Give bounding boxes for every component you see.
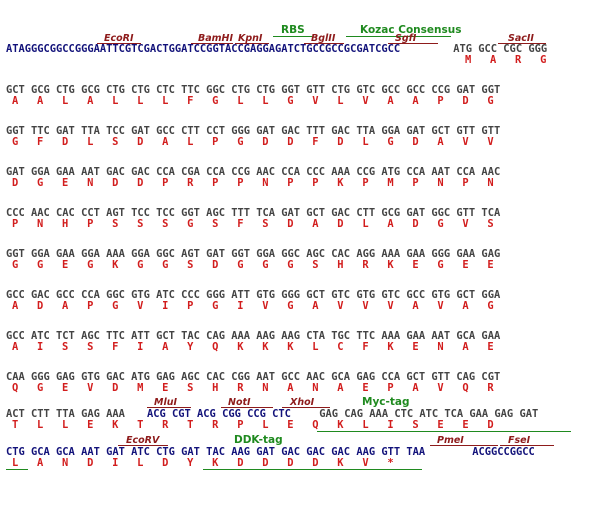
xhoi-site-label: XhoI [290,397,315,408]
dna-line-5: CCC AAC CAC CCT AGT TCC TCC GGT AGC TTT … [6,207,501,219]
kozac-label: Kozac Consensus [360,24,462,36]
mlui-site-marker [147,407,191,408]
aa-line-6: G G E G K G G S D G G G S H R K E G E E [12,259,494,271]
dna-line-1-codons: ATG GCC CGC GGG [447,43,548,55]
aa-line-11: L A N D I L D Y K D D D D K V * [12,457,394,469]
ecorv-site-label: EcoRV [126,435,160,446]
dna-line-10-mcs: ACG CGT ACG CGG CCG CTC [147,408,291,420]
fsei-site-label: FseI [508,435,531,446]
kozac-marker [346,36,451,37]
dna-line-10-end: GAG CAG AAA CTC ATC TCA GAA GAG GAT [313,408,539,420]
ddk-tag-label: DDK-tag [234,434,283,446]
ecori-site-label: EcoRI [104,33,134,44]
dna-line-2: GCT GCG CTG GCG CTG CTG CTC TTC GGC CTG … [6,84,501,96]
dna-line-10-start: ACT CTT TTA GAG AAA [6,408,132,420]
ddk-tag-underline [203,469,422,470]
dna-line-7: GCC GAC GCC CCA GGC GTG ATC CCC GGG ATT … [6,289,501,301]
kpni-site-marker [235,43,269,44]
aa-line-3: G F D L S D A L P G D D F D L G D A V V [12,136,494,148]
xhoi-site-marker [282,407,330,408]
rbs-label: RBS [281,24,305,36]
aa-line-7: A D A P G V I P G I V G A V V V A V A G [12,300,494,312]
ecorv-site-marker [118,445,168,446]
bamhi-site-marker [191,43,233,44]
dna-line-3: GGT TTC GAT TTA TCC GAT GCC CTT CCT GGG … [6,125,501,137]
noti-site-marker [221,407,273,408]
myc-tag-label: Myc-tag [362,396,410,408]
aa-line-4: D G E N D D P R P P N P P K P M P N P N [12,177,494,189]
aa-line-9: Q G E V D M E S H R N A N A E P A V Q R [12,382,494,394]
fsei-site-marker [500,445,554,446]
aa-line-5: P N H P S S S G S F S D A D L A D G V S [12,218,494,230]
kpni-site-label: KpnI [238,33,263,44]
sgfi-site-label: SgfI [395,33,417,44]
dna-line-1-leader: ATAGGGCGGCCGGGAATTCGTCGACTGGATCCGGTACCGA… [6,43,401,55]
bamhi-site-label: BamHI [198,33,234,44]
myc-tag-underline-continued [6,469,28,470]
aa-line-2: A A L A L L L F G L L G V L V A A P D G [12,95,494,107]
noti-site-label: NotI [228,397,251,408]
sgfi-site-marker [388,43,438,44]
dna-line-11-coding: CTG GCA GCA AAT GAT ATC CTG GAT TAC AAG … [6,446,426,458]
dna-line-11-trailer: ACGGCCGGCC [466,446,535,458]
sacii-site-label: SacII [508,33,534,44]
ecori-site-marker [97,43,141,44]
aa-line-1: M A R G [465,54,547,66]
dna-line-8: GCC ATC TCT AGC TTC ATT GCT TAC CAG AAA … [6,330,501,342]
dna-line-9: CAA GGG GAG GTG GAC ATG GAG AGC CAC CGG … [6,371,501,383]
rbs-marker [273,36,312,37]
pmei-site-label: PmeI [437,435,464,446]
bglii-site-label: BglII [311,33,336,44]
mlui-site-label: MluI [154,397,178,408]
dna-line-4: GAT GGA GAA AAT GAC GAC CCA CGA CCA CCG … [6,166,501,178]
myc-tag-underline [317,431,571,432]
pmei-site-marker [430,445,498,446]
aa-line-8: A I S S F I A Y Q K K K L C F K E N A E [12,341,494,353]
bglii-site-marker [304,43,344,44]
dna-line-6: GGT GGA GAA GGA AAA GGA GGC AGT GAT GGT … [6,248,501,260]
sacii-site-marker [498,43,546,44]
aa-line-10: T L L E K T R T R P L E Q K L I S E E D [12,419,494,431]
